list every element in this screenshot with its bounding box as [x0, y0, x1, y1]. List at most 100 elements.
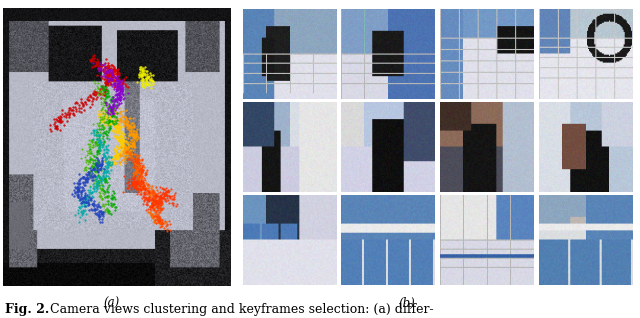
Point: [136, 73, 147, 78]
Point: [99, 91, 109, 96]
Point: [53, 114, 63, 119]
Point: [147, 195, 157, 200]
Point: [93, 209, 104, 214]
Point: [164, 188, 175, 193]
Point: [92, 161, 102, 166]
Point: [91, 176, 101, 181]
Point: [109, 85, 120, 90]
Point: [106, 114, 116, 119]
Point: [83, 150, 93, 155]
Point: [109, 160, 119, 165]
Point: [113, 127, 124, 132]
Point: [130, 136, 140, 141]
Point: [144, 189, 154, 194]
Point: [129, 128, 139, 134]
Point: [106, 97, 116, 102]
Point: [86, 190, 96, 195]
Point: [131, 180, 141, 185]
Point: [91, 62, 101, 67]
Point: [94, 150, 104, 155]
Point: [93, 111, 103, 116]
Point: [128, 140, 138, 145]
Point: [161, 189, 171, 194]
Point: [114, 82, 124, 87]
Point: [111, 155, 122, 160]
Point: [111, 125, 122, 130]
Point: [108, 70, 118, 75]
Point: [116, 134, 126, 139]
Point: [133, 183, 143, 188]
Point: [109, 119, 120, 124]
Point: [150, 200, 160, 205]
Point: [106, 77, 116, 82]
Point: [152, 200, 163, 205]
Point: [148, 195, 158, 200]
Point: [118, 96, 128, 101]
Point: [113, 134, 123, 139]
Point: [81, 165, 91, 170]
Point: [107, 105, 117, 110]
Point: [91, 133, 101, 138]
Point: [151, 201, 161, 206]
Point: [102, 80, 112, 86]
Point: [97, 186, 108, 191]
Point: [109, 208, 120, 213]
Point: [129, 142, 139, 147]
Point: [99, 74, 109, 79]
Point: [124, 182, 134, 187]
Point: [150, 218, 160, 223]
Point: [108, 156, 118, 161]
Point: [129, 152, 140, 157]
Point: [104, 170, 114, 175]
Point: [136, 73, 146, 78]
Point: [76, 204, 86, 209]
Point: [76, 156, 86, 161]
Point: [103, 130, 113, 135]
Point: [145, 78, 155, 83]
Point: [111, 133, 121, 138]
Point: [151, 192, 161, 197]
Point: [134, 168, 145, 173]
Point: [96, 96, 106, 101]
Point: [153, 196, 163, 201]
Point: [134, 67, 145, 72]
Point: [92, 162, 102, 167]
Point: [161, 192, 172, 197]
Point: [118, 118, 128, 123]
Point: [110, 66, 120, 71]
Point: [159, 197, 170, 202]
Point: [143, 206, 153, 211]
Point: [95, 176, 106, 181]
Point: [99, 167, 109, 172]
Point: [110, 123, 120, 128]
Point: [95, 177, 105, 182]
Point: [111, 143, 122, 149]
Point: [118, 86, 128, 92]
Point: [112, 155, 122, 160]
Point: [88, 53, 98, 59]
Point: [93, 203, 103, 208]
Point: [101, 88, 111, 93]
Point: [132, 181, 142, 186]
Point: [99, 68, 109, 73]
Point: [148, 73, 158, 78]
Point: [116, 94, 126, 99]
Point: [146, 77, 156, 82]
Point: [100, 65, 110, 70]
Point: [107, 94, 117, 99]
Point: [111, 135, 122, 140]
Point: [98, 126, 108, 131]
Point: [99, 146, 109, 151]
Point: [122, 147, 132, 152]
Point: [99, 119, 109, 124]
Point: [148, 193, 159, 198]
Point: [139, 195, 149, 200]
Point: [87, 164, 97, 169]
Point: [149, 202, 159, 207]
Point: [105, 160, 115, 165]
Point: [87, 178, 97, 183]
Point: [86, 130, 97, 135]
Point: [87, 174, 97, 179]
Point: [140, 170, 150, 176]
Point: [97, 176, 107, 181]
